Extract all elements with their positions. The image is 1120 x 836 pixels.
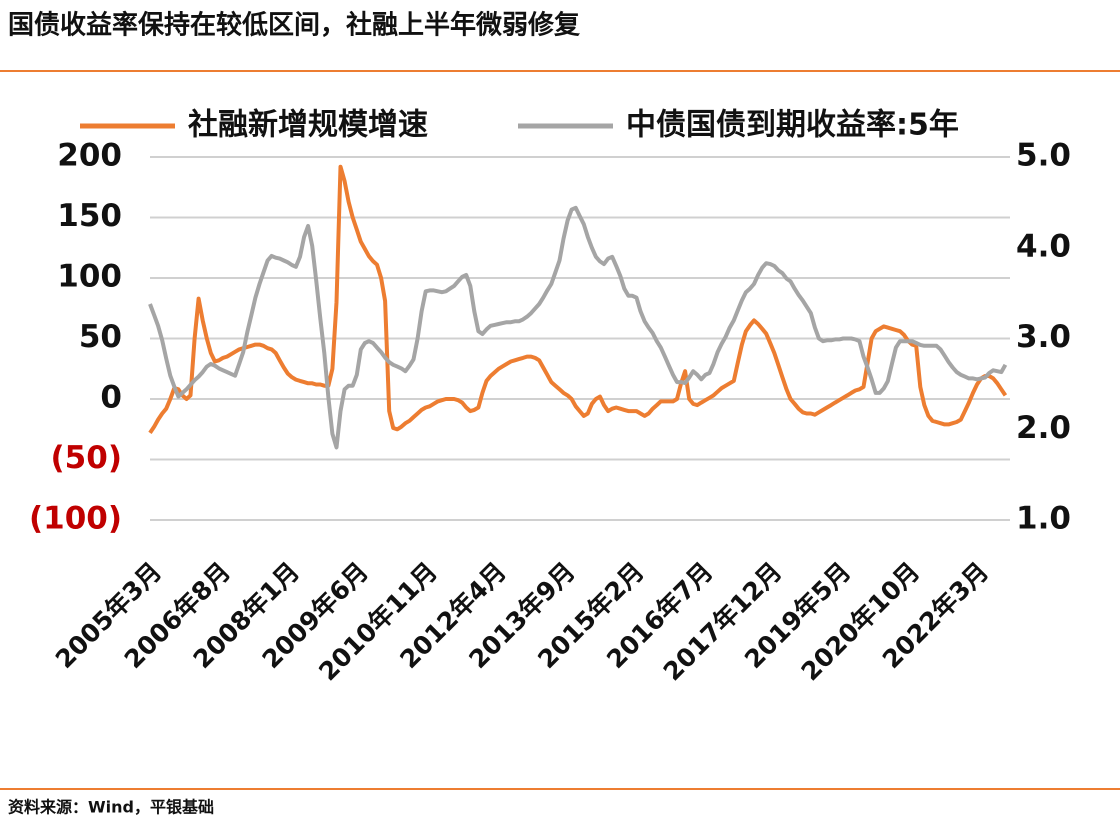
y2-tick-label: 2.0: [1016, 410, 1071, 446]
series-line: [148, 205, 1008, 450]
y-tick-label: 100: [57, 259, 122, 295]
y-tick-label: 0: [100, 380, 122, 416]
legend-label: 中债国债到期收益率:5年: [626, 108, 959, 143]
y-tick-label: (100): [29, 501, 122, 537]
y2-tick-label: 1.0: [1016, 501, 1071, 537]
legend-label: 社融新增规模增速: [188, 108, 428, 143]
y-tick-label: 150: [57, 198, 122, 234]
y-tick-label: 50: [79, 319, 122, 355]
y-tick-label: (50): [51, 440, 122, 476]
y-tick-label: 200: [57, 138, 122, 174]
y2-tick-label: 3.0: [1016, 319, 1071, 355]
y2-tick-label: 5.0: [1016, 138, 1071, 174]
y2-tick-label: 4.0: [1016, 228, 1071, 264]
series-line: [148, 164, 1008, 435]
chart-title: 国债收益率保持在较低区间，社融上半年微弱修复: [8, 10, 581, 41]
source-note: 资料来源：Wind，平银基础: [8, 798, 214, 817]
